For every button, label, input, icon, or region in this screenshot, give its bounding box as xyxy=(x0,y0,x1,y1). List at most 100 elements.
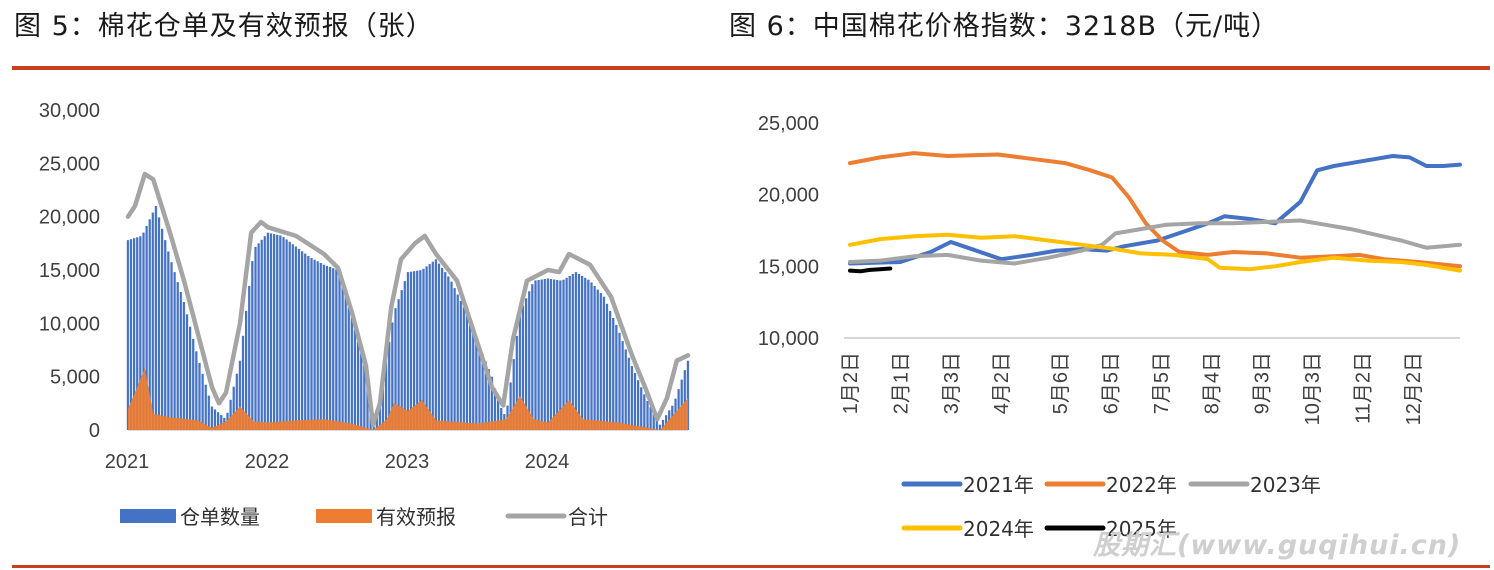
receipt-bar xyxy=(469,323,472,430)
receipt-bar xyxy=(487,369,491,430)
x-tick-label: 10月3日 xyxy=(1302,352,1324,425)
receipt-bar xyxy=(161,228,164,430)
legend-swatch xyxy=(120,509,176,523)
receipt-bar xyxy=(251,261,254,430)
receipt-bar xyxy=(493,388,497,430)
receipt-bar xyxy=(325,265,329,430)
receipt-bar xyxy=(235,373,239,430)
receipt-bar xyxy=(245,310,248,430)
series-line-2021年 xyxy=(848,154,1462,266)
receipt-bar xyxy=(406,272,410,430)
receipt-bar xyxy=(637,380,640,430)
receipt-bar xyxy=(366,384,369,430)
receipt-bar xyxy=(574,272,578,430)
receipt-bar xyxy=(422,268,425,430)
receipt-bar xyxy=(145,225,148,430)
legend-label: 2023年 xyxy=(1250,473,1321,497)
receipt-bar xyxy=(484,361,487,430)
receipt-bar xyxy=(419,270,422,430)
receipt-bar xyxy=(437,263,441,430)
y-tick-label: 15,000 xyxy=(758,256,819,278)
receipt-bar xyxy=(615,325,618,430)
receipt-bar xyxy=(136,237,139,430)
receipt-bar xyxy=(531,284,534,430)
receipt-bar xyxy=(260,239,263,430)
receipt-bar xyxy=(248,286,251,430)
x-tick-label: 1月2日 xyxy=(840,352,862,414)
y-tick-label: 10,000 xyxy=(758,328,819,350)
receipt-bar xyxy=(590,282,593,430)
receipt-bar xyxy=(164,240,167,430)
y-tick-label: 20,000 xyxy=(39,207,100,229)
series-warehouse-receipts xyxy=(126,110,690,430)
receipt-bar xyxy=(257,243,260,430)
receipt-bar xyxy=(133,238,136,430)
receipt-bar xyxy=(683,370,687,430)
receipt-bar xyxy=(515,335,519,430)
receipt-bar xyxy=(661,419,665,430)
receipt-bar xyxy=(525,298,528,430)
series-line-2022年 xyxy=(848,151,1462,269)
y-tick-label: 5,000 xyxy=(50,367,100,389)
receipt-bar xyxy=(649,406,652,430)
receipt-bar xyxy=(490,376,494,430)
receipt-bar xyxy=(612,318,615,430)
receipt-bar xyxy=(655,418,659,430)
x-tick-label: 2月1日 xyxy=(890,352,912,414)
receipt-bar xyxy=(207,395,211,430)
figure-6-title: 图 6：中国棉花价格指数：3218B（元/吨） xyxy=(729,11,1280,42)
receipt-bar xyxy=(562,279,565,430)
receipt-bar xyxy=(605,303,609,430)
receipt-bar xyxy=(350,318,354,430)
figure-5-title: 图 5：棉花仓单及有效预报（张） xyxy=(14,11,434,42)
receipt-bar xyxy=(378,400,382,430)
receipt-bar xyxy=(263,236,267,430)
receipt-bar xyxy=(353,329,357,430)
receipt-bar xyxy=(599,293,603,430)
receipt-bar xyxy=(450,281,453,430)
receipt-bar xyxy=(291,244,295,430)
receipt-bar xyxy=(593,286,596,430)
receipt-bar xyxy=(481,353,484,430)
receipt-bar xyxy=(602,296,606,430)
receipt-bar xyxy=(556,280,559,430)
receipt-bar xyxy=(142,232,145,430)
series-line-2023年 xyxy=(848,218,1462,266)
receipt-bar xyxy=(528,291,531,430)
receipt-bar xyxy=(509,382,512,430)
receipt-bar xyxy=(322,264,326,430)
x-tick-label: 2021 xyxy=(105,451,150,473)
receipt-bar xyxy=(316,261,319,430)
legend-swatch xyxy=(316,509,372,523)
receipt-bar xyxy=(173,272,176,430)
receipt-bar xyxy=(360,353,363,430)
x-tick-label: 4月2日 xyxy=(991,352,1013,414)
top-divider xyxy=(12,66,1490,70)
x-tick-label: 2022 xyxy=(245,451,290,473)
series-total-line xyxy=(125,171,691,427)
x-tick-label: 8月4日 xyxy=(1201,352,1223,414)
receipt-bar xyxy=(462,307,466,430)
watermark: 股期汇(www.guqihui.cn) xyxy=(1093,530,1462,561)
cotton-price-index-chart: 25,000 20,000 15,000 10,000 1月2日 2月1日 3月3日 4月2日… xyxy=(758,113,1462,541)
legend-label: 合计 xyxy=(568,505,608,529)
receipt-bar xyxy=(285,239,288,430)
receipt-bar xyxy=(431,261,435,430)
receipt-bar xyxy=(198,362,201,430)
receipt-bar xyxy=(416,270,419,430)
receipt-bar xyxy=(210,406,214,430)
x-tick-label: 5月6日 xyxy=(1050,352,1072,414)
receipt-bar xyxy=(347,307,351,430)
receipt-bar xyxy=(627,357,631,430)
receipt-bar xyxy=(185,314,189,430)
receipt-bar xyxy=(139,236,142,430)
receipt-bar xyxy=(549,279,553,430)
x-tick-label: 9月3日 xyxy=(1252,352,1274,414)
receipt-bar xyxy=(148,219,151,430)
receipt-bar xyxy=(441,267,444,430)
receipt-bar xyxy=(357,341,360,430)
receipt-bar xyxy=(400,290,403,430)
receipt-bar xyxy=(329,267,332,430)
receipt-bar xyxy=(310,258,313,430)
receipt-bar xyxy=(409,271,413,430)
